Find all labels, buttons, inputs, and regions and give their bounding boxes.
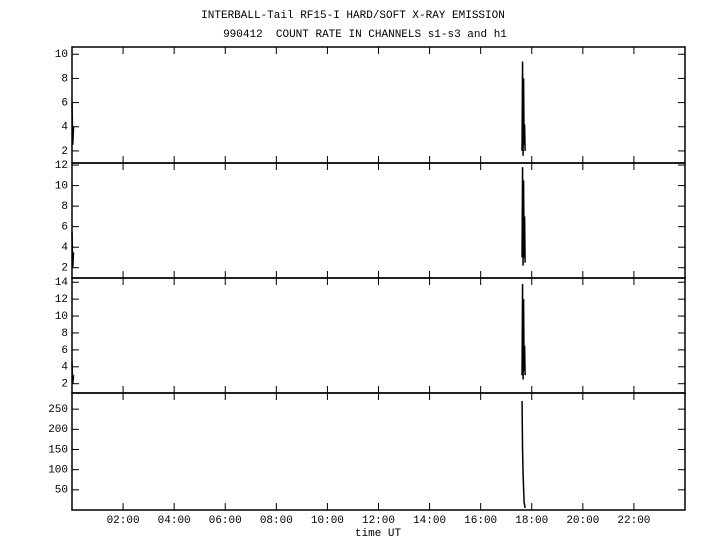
y-tick-label: 150 [48,444,68,456]
panel-frame [71,392,686,511]
y-tick-label: 8 [61,73,68,85]
y-tick-label: 2 [61,263,68,275]
chart-subtitle: 990412 COUNT RATE IN CHANNELS s1-s3 and … [223,29,507,41]
y-tick-label: 10 [55,180,68,192]
y-tick-label: 250 [48,404,68,416]
data-line [71,283,526,384]
y-tick-label: 10 [55,311,68,323]
y-tick-label: 10 [55,49,68,61]
x-tick-label: 08:00 [260,515,293,527]
x-tick-label: 14:00 [413,515,446,527]
x-tick-label: 04:00 [158,515,191,527]
y-tick-label: 6 [61,97,68,109]
y-tick-label: 12 [55,294,68,306]
x-tick-label: 06:00 [209,515,242,527]
y-tick-label: 4 [61,242,68,254]
y-tick-label: 50 [55,485,68,497]
y-tick-label: 6 [61,222,68,234]
chart-title: INTERBALL-Tail RF15-I HARD/SOFT X-RAY EM… [201,10,505,22]
y-tick-label: 6 [61,345,68,357]
panel-frame [71,162,686,279]
x-tick-label: 16:00 [464,515,497,527]
x-axis-label: time UT [355,528,402,540]
y-tick-label: 4 [61,362,68,374]
data-line [71,167,526,268]
y-tick-label: 2 [61,379,68,391]
y-tick-label: 2 [61,146,68,158]
x-tick-label: 18:00 [515,515,548,527]
panel-frame [71,46,686,164]
panel-frame [71,277,686,394]
y-tick-label: 4 [61,122,68,134]
x-tick-label: 10:00 [311,515,344,527]
y-tick-label: 200 [48,424,68,436]
x-tick-label: 22:00 [617,515,650,527]
data-line [71,61,526,156]
x-tick-label: 12:00 [362,515,395,527]
x-tick-label: 02:00 [107,515,140,527]
x-tick-label: 20:00 [566,515,599,527]
y-tick-label: 8 [61,328,68,340]
y-tick-label: 14 [55,277,69,289]
y-tick-label: 12 [55,160,68,172]
y-tick-label: 8 [61,201,68,213]
data-line [521,401,526,509]
y-tick-label: 100 [48,465,68,477]
